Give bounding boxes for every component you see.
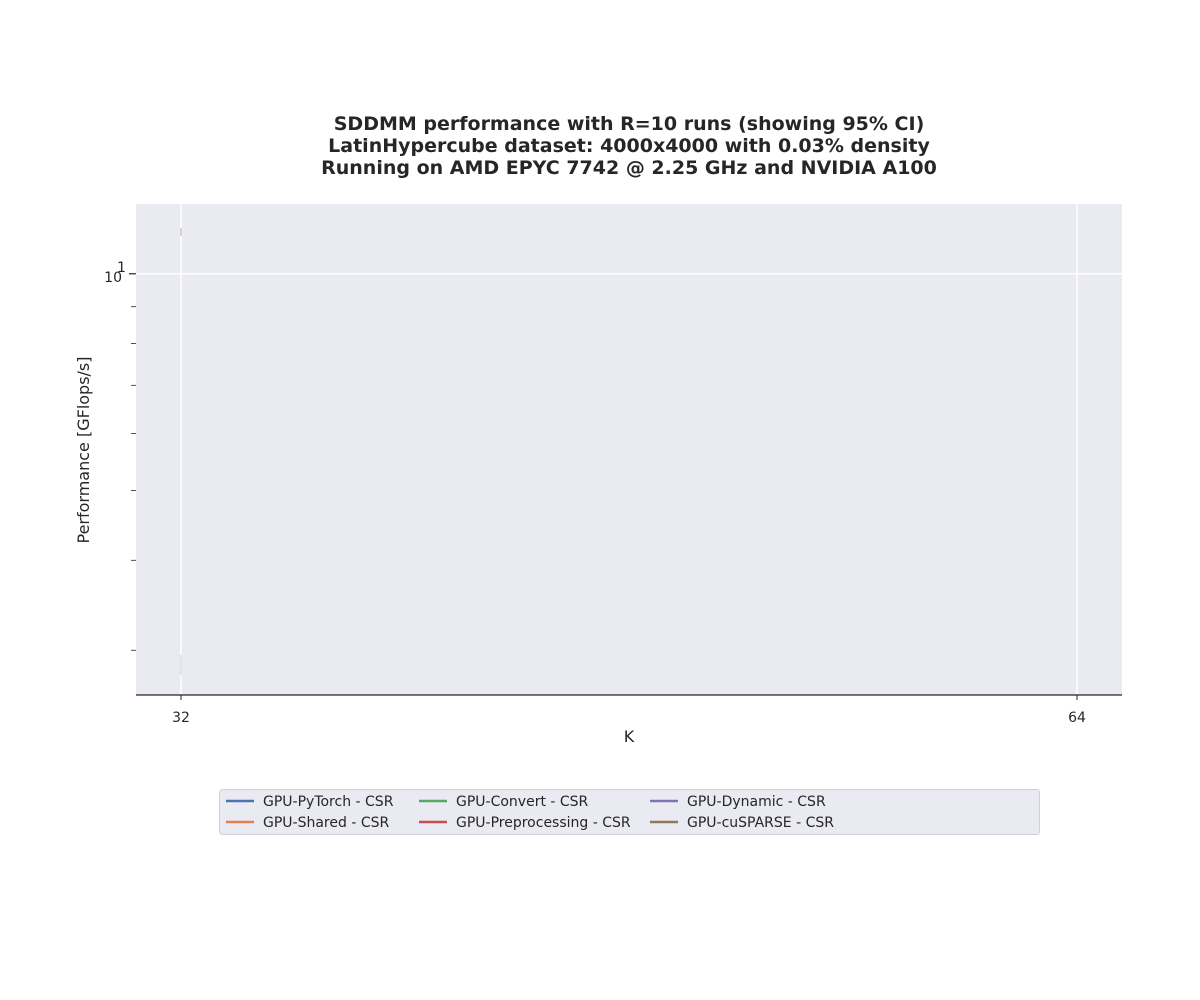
legend: GPU-PyTorch - CSR GPU-Shared - CSR GPU-Con…	[219, 789, 1040, 835]
legend-label: GPU-Shared - CSR	[263, 815, 389, 831]
grid-lines	[136, 204, 1122, 695]
chart-title-line-2: LatinHypercube dataset: 4000x4000 with 0…	[328, 135, 930, 157]
legend-label: GPU-Preprocessing - CSR	[456, 815, 631, 831]
x-tick-label: 64	[1068, 710, 1086, 726]
y-tick-label: 10	[104, 270, 122, 286]
chart-title-line-3: Running on AMD EPYC 7742 @ 2.25 GHz and …	[321, 157, 937, 179]
x-tick-label: 32	[172, 710, 190, 726]
legend-label: GPU-PyTorch - CSR	[263, 794, 394, 810]
y-axis-label: Performance [GFlops/s]	[74, 356, 93, 543]
plot-area	[136, 204, 1122, 695]
legend-label: GPU-cuSPARSE - CSR	[687, 815, 834, 831]
x-axis-label: K	[624, 727, 635, 746]
x-ticks: 32 64	[172, 695, 1086, 726]
legend-label: GPU-Dynamic - CSR	[687, 794, 826, 810]
y-tick-exponent: 1	[117, 260, 126, 276]
chart-title-line-1: SDDMM performance with R=10 runs (showin…	[334, 113, 925, 135]
legend-label: GPU-Convert - CSR	[456, 794, 589, 810]
y-ticks: 101	[104, 260, 136, 651]
chart-title: SDDMM performance with R=10 runs (showin…	[321, 113, 937, 179]
legend-items: GPU-PyTorch - CSR GPU-Shared - CSR GPU-Con…	[226, 794, 834, 831]
